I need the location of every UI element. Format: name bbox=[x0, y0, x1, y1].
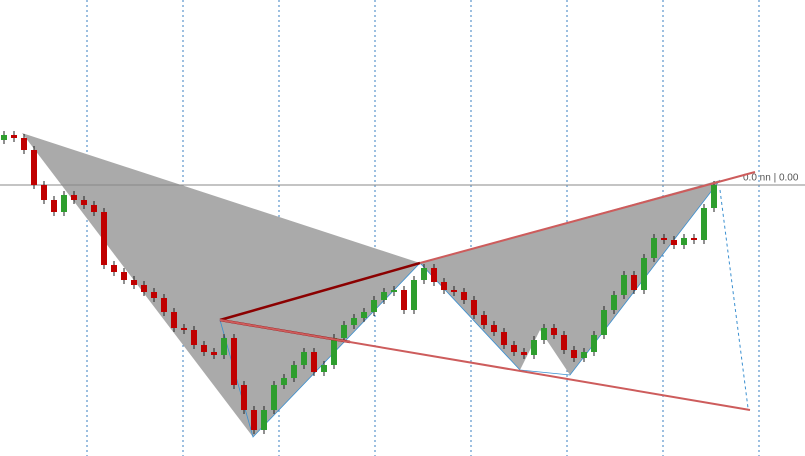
candle-body bbox=[381, 292, 387, 300]
candle-body bbox=[571, 350, 577, 358]
candle-body bbox=[531, 340, 537, 355]
candle-body bbox=[591, 335, 597, 352]
candle-body bbox=[581, 352, 587, 358]
candle-body bbox=[261, 410, 267, 430]
candle-body bbox=[331, 338, 337, 365]
candle-body bbox=[41, 185, 47, 200]
candle-body bbox=[441, 282, 447, 290]
candle-body bbox=[481, 315, 487, 325]
candle-body bbox=[421, 268, 427, 280]
candle-body bbox=[681, 238, 687, 245]
candle-body bbox=[51, 200, 57, 212]
pattern-fill bbox=[22, 133, 420, 437]
candle-body bbox=[361, 312, 367, 318]
candle-body bbox=[711, 185, 717, 208]
candle-body bbox=[411, 280, 417, 310]
candle-body bbox=[201, 345, 207, 352]
candle-body bbox=[111, 265, 117, 272]
candle-body bbox=[231, 338, 237, 385]
candles bbox=[1, 131, 717, 434]
candle-body bbox=[91, 205, 97, 212]
candle-body bbox=[351, 318, 357, 325]
candle-body bbox=[341, 325, 347, 338]
candle-body bbox=[451, 290, 457, 292]
price-label: 0.0 nn | 0.00 bbox=[743, 173, 799, 184]
candle-body bbox=[471, 300, 477, 315]
candle-body bbox=[511, 345, 517, 352]
candle-body bbox=[561, 335, 567, 350]
candle-body bbox=[671, 240, 677, 245]
candle-body bbox=[291, 365, 297, 378]
trend-line bbox=[219, 319, 751, 411]
candle-body bbox=[211, 352, 217, 355]
candle-body bbox=[321, 365, 327, 372]
candle-body bbox=[691, 238, 697, 240]
candle-body bbox=[541, 328, 547, 340]
candle-body bbox=[391, 290, 397, 292]
projection bbox=[719, 189, 749, 409]
candle-body bbox=[31, 150, 37, 185]
candle-body bbox=[491, 325, 497, 332]
v-grid bbox=[86, 0, 760, 456]
candle-body bbox=[241, 385, 247, 410]
candle-body bbox=[141, 285, 147, 292]
candle-body bbox=[151, 292, 157, 298]
candle-body bbox=[621, 275, 627, 295]
candle-body bbox=[651, 238, 657, 258]
candle-body bbox=[191, 330, 197, 345]
candle-body bbox=[431, 268, 437, 282]
candle-body bbox=[131, 280, 137, 285]
candle-body bbox=[631, 275, 637, 290]
candle-body bbox=[371, 300, 377, 312]
candle-body bbox=[161, 298, 167, 312]
candle-body bbox=[61, 195, 67, 212]
candle-body bbox=[171, 312, 177, 328]
candle-body bbox=[271, 385, 277, 410]
candle-body bbox=[521, 352, 527, 355]
candle-body bbox=[601, 310, 607, 335]
candle-body bbox=[461, 292, 467, 300]
candle-body bbox=[311, 352, 317, 372]
candle-body bbox=[221, 338, 227, 355]
candle-body bbox=[81, 200, 87, 205]
candle-body bbox=[501, 332, 507, 345]
candle-body bbox=[611, 295, 617, 310]
candle-body bbox=[101, 212, 107, 265]
candle-body bbox=[21, 138, 27, 150]
pattern-fill bbox=[420, 180, 720, 375]
candle-body bbox=[701, 208, 707, 240]
candle-body bbox=[281, 378, 287, 385]
trend-line bbox=[419, 171, 756, 264]
candle-body bbox=[251, 410, 257, 430]
candle-body bbox=[551, 328, 557, 335]
candle-body bbox=[181, 328, 187, 330]
pattern-line bbox=[219, 261, 421, 322]
candle-body bbox=[121, 272, 127, 280]
candle-body bbox=[401, 290, 407, 310]
candle-body bbox=[301, 352, 307, 365]
candle-body bbox=[1, 135, 7, 140]
candle-body bbox=[71, 195, 77, 200]
candle-body bbox=[641, 258, 647, 290]
candle-body bbox=[11, 135, 17, 138]
candle-body bbox=[661, 238, 667, 240]
